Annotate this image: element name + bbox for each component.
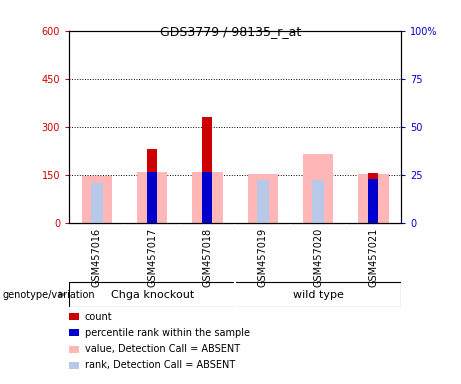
- Text: GSM457016: GSM457016: [92, 227, 102, 286]
- Bar: [312, 180, 324, 223]
- Text: genotype/variation: genotype/variation: [2, 290, 95, 300]
- Text: GSM457020: GSM457020: [313, 227, 323, 287]
- Bar: [257, 180, 269, 223]
- Text: GSM457018: GSM457018: [202, 227, 213, 286]
- Text: percentile rank within the sample: percentile rank within the sample: [85, 328, 250, 338]
- Bar: [248, 174, 278, 223]
- Text: Chga knockout: Chga knockout: [111, 290, 194, 300]
- Text: value, Detection Call = ABSENT: value, Detection Call = ABSENT: [85, 344, 240, 354]
- Bar: [147, 172, 157, 223]
- Bar: [137, 172, 167, 223]
- Text: GDS3779 / 98135_r_at: GDS3779 / 98135_r_at: [160, 25, 301, 38]
- Text: GSM457021: GSM457021: [368, 227, 378, 287]
- Bar: [368, 173, 378, 223]
- Text: count: count: [85, 312, 112, 322]
- Bar: [192, 172, 223, 223]
- Bar: [82, 176, 112, 223]
- Bar: [358, 174, 389, 223]
- Text: wild type: wild type: [293, 290, 343, 300]
- Bar: [303, 154, 333, 223]
- Text: rank, Detection Call = ABSENT: rank, Detection Call = ABSENT: [85, 360, 235, 370]
- Bar: [91, 183, 103, 223]
- Bar: [202, 172, 213, 223]
- Bar: [202, 117, 213, 223]
- Text: GSM457017: GSM457017: [147, 227, 157, 287]
- Text: GSM457019: GSM457019: [258, 227, 268, 286]
- Bar: [368, 179, 378, 223]
- Bar: [147, 149, 157, 223]
